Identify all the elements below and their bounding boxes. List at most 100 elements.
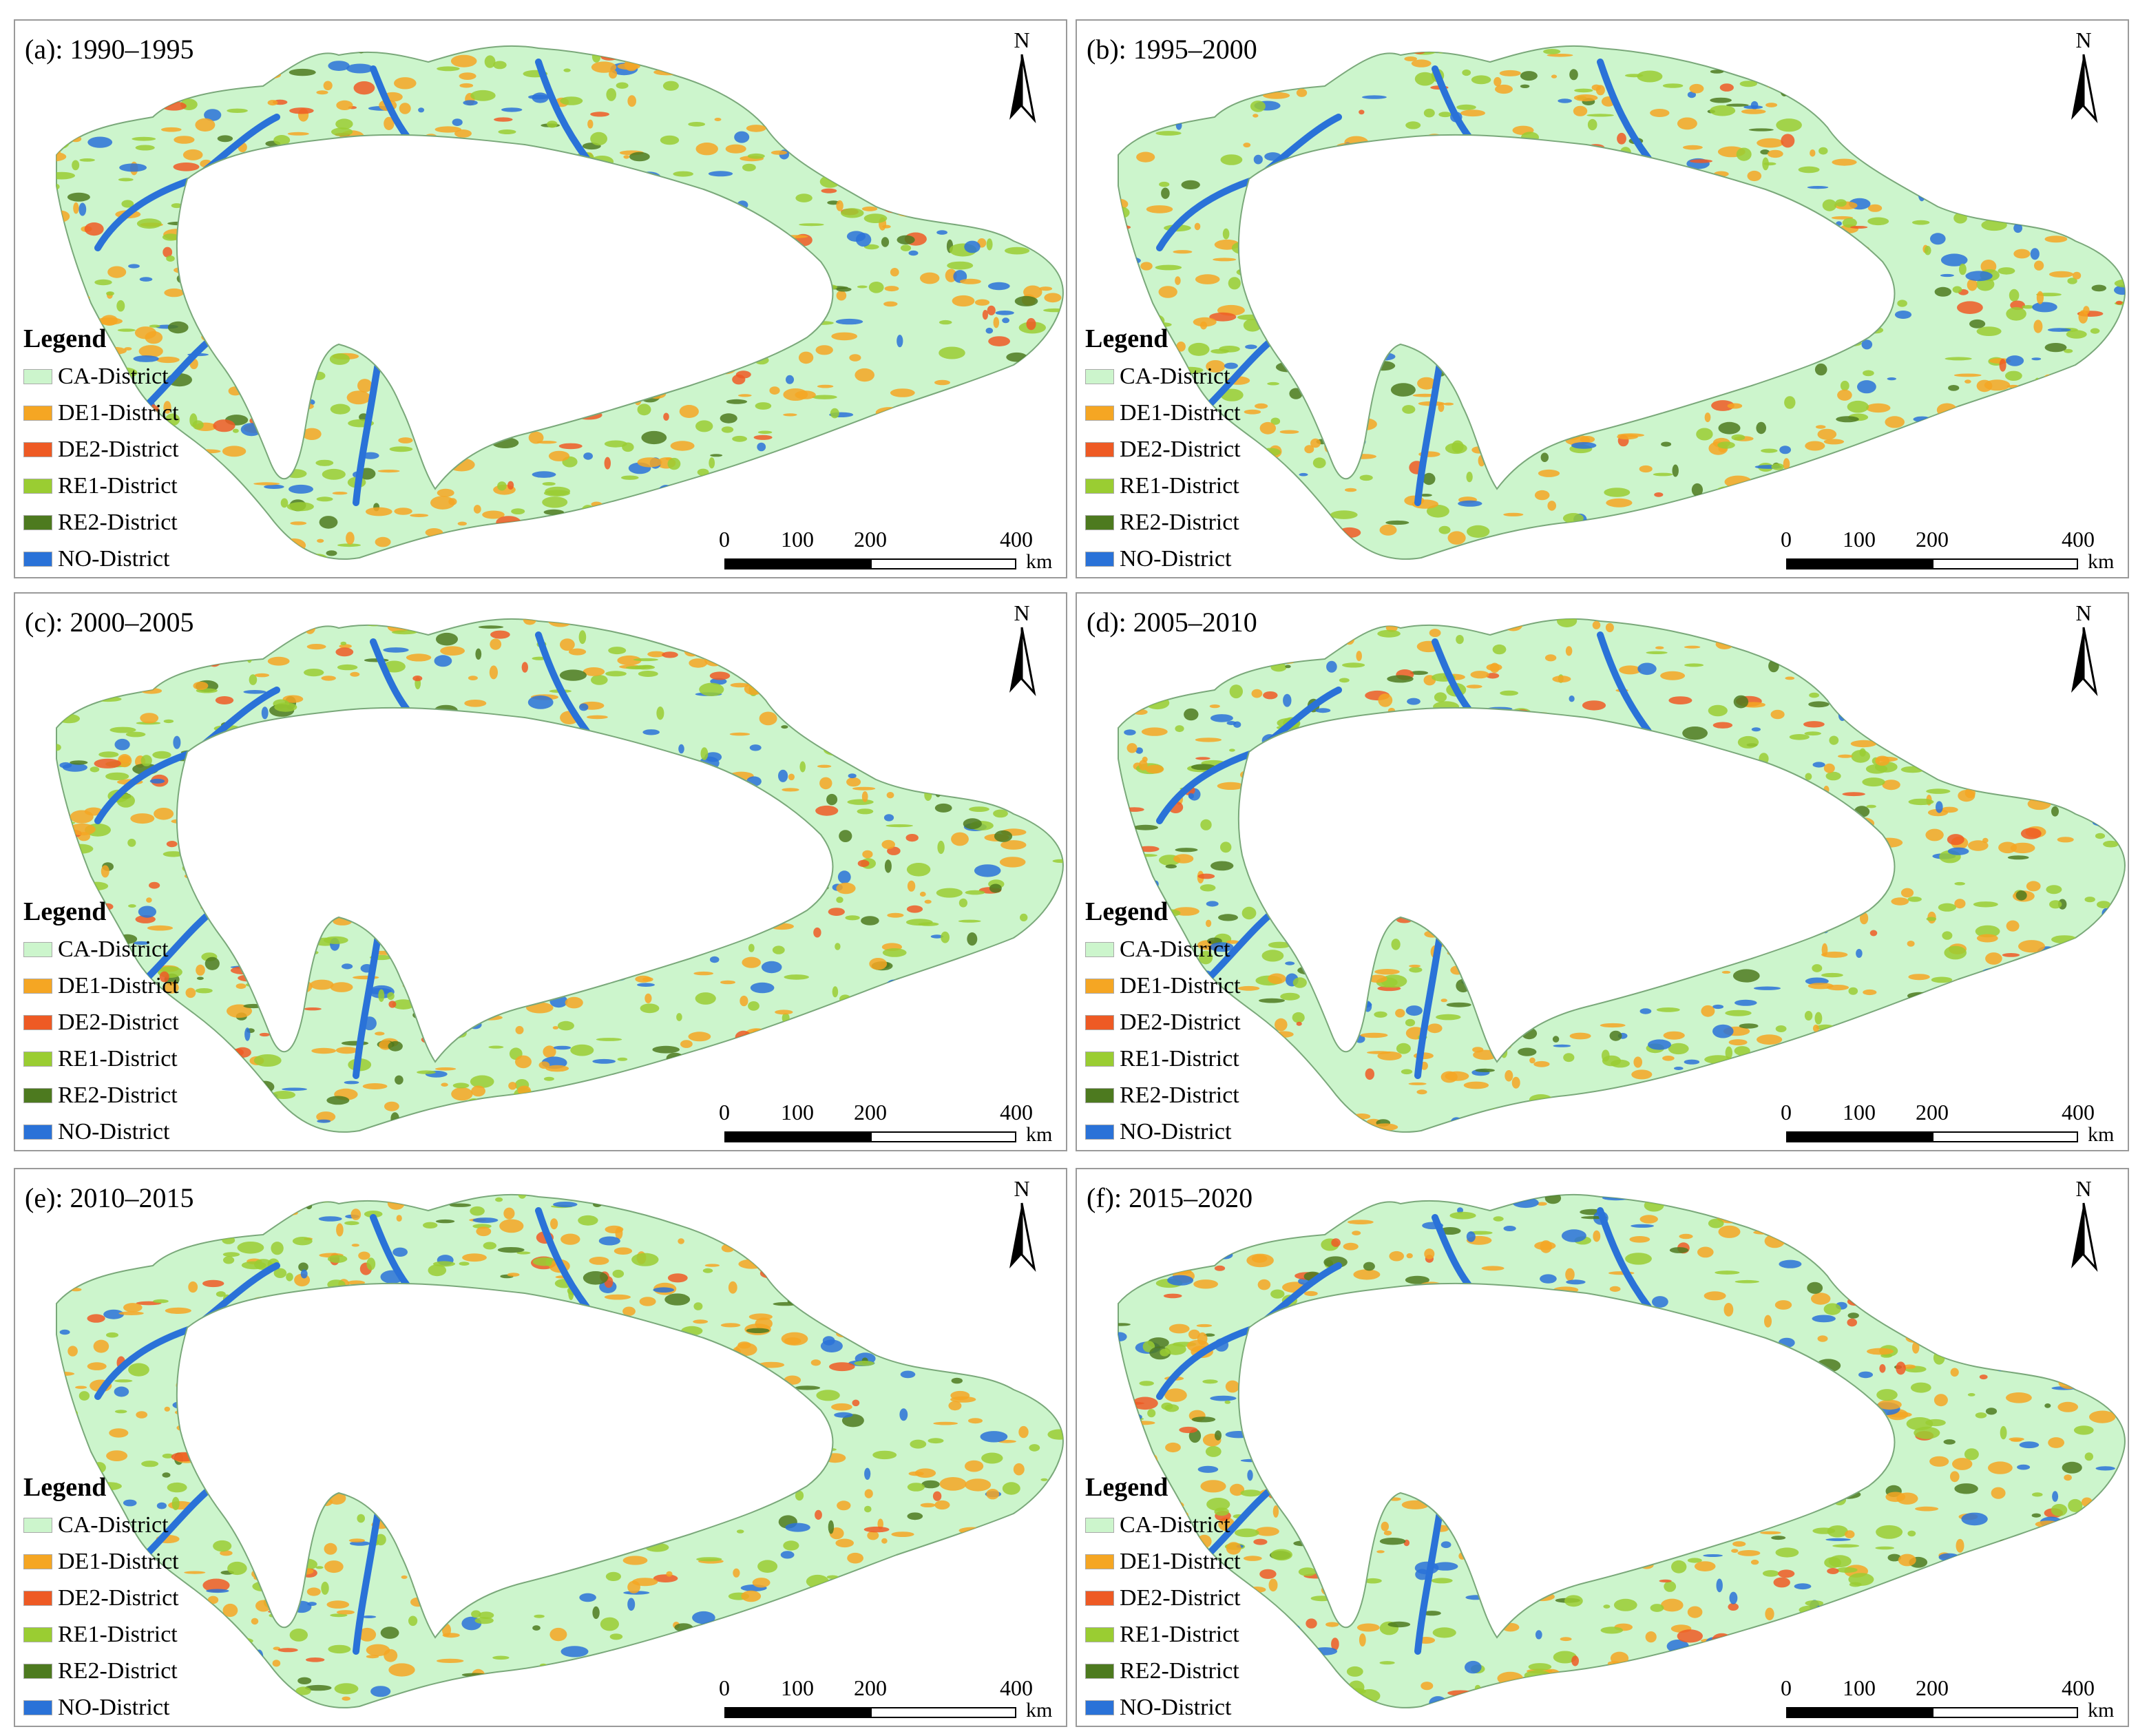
district-patch xyxy=(1869,700,1880,709)
district-patch xyxy=(1926,917,1936,921)
district-patch xyxy=(1035,1340,1045,1344)
district-patch xyxy=(2015,1603,2032,1609)
district-patch xyxy=(507,481,514,490)
district-patch xyxy=(905,438,924,448)
legend-label: RE1-District xyxy=(58,1045,178,1071)
district-patch xyxy=(2065,390,2073,404)
district-patch xyxy=(968,1418,983,1424)
district-patch xyxy=(1779,446,1791,454)
district-patch xyxy=(700,747,709,760)
district-patch xyxy=(249,1707,264,1708)
district-patch xyxy=(332,492,348,495)
scale-tick: 400 xyxy=(1000,1100,1033,1125)
district-patch xyxy=(818,1206,839,1213)
district-patch xyxy=(1968,706,1981,718)
district-patch xyxy=(389,446,413,452)
district-patch xyxy=(936,1090,963,1100)
district-patch xyxy=(1889,117,1905,125)
district-patch xyxy=(2117,910,2124,920)
district-patch xyxy=(631,1253,659,1266)
district-patch xyxy=(1979,136,1998,147)
district-patch xyxy=(642,729,660,735)
district-patch xyxy=(149,324,160,328)
district-patch xyxy=(1017,955,1025,968)
district-patch xyxy=(965,890,985,895)
district-patch xyxy=(272,1708,283,1713)
district-patch xyxy=(1255,1527,1279,1536)
district-patch xyxy=(2046,885,2062,895)
district-patch xyxy=(543,1076,554,1081)
district-patch xyxy=(1748,128,1774,132)
district-patch xyxy=(928,421,948,428)
district-patch xyxy=(2052,209,2066,220)
scale-tick: 100 xyxy=(1843,1100,1876,1125)
district-patch xyxy=(1451,440,1464,453)
district-patch xyxy=(1214,1265,1226,1271)
district-patch xyxy=(1999,359,2006,372)
legend-swatch xyxy=(23,1517,52,1533)
district-patch xyxy=(915,514,941,523)
district-patch xyxy=(434,655,452,667)
district-patch xyxy=(543,1677,571,1684)
district-patch xyxy=(1655,1091,1662,1096)
district-patch xyxy=(1056,196,1063,200)
district-patch xyxy=(833,1253,851,1258)
district-patch xyxy=(592,1606,600,1619)
district-patch xyxy=(617,655,642,666)
district-patch xyxy=(1000,733,1012,740)
district-patch xyxy=(260,71,282,79)
district-patch xyxy=(944,210,952,221)
district-patch xyxy=(1696,428,1713,441)
district-patch xyxy=(733,639,742,651)
district-patch xyxy=(740,1204,766,1218)
district-patch xyxy=(1840,380,1849,391)
district-patch xyxy=(1130,305,1146,319)
district-patch xyxy=(2040,1034,2051,1045)
district-patch xyxy=(2023,637,2045,650)
district-patch xyxy=(637,457,662,468)
district-patch xyxy=(970,979,991,987)
district-patch xyxy=(307,554,329,559)
district-patch xyxy=(1052,859,1063,864)
district-patch xyxy=(231,1638,253,1644)
district-patch xyxy=(109,726,136,733)
district-patch xyxy=(310,979,334,990)
district-patch xyxy=(450,54,477,67)
district-patch xyxy=(1191,764,1216,771)
district-patch xyxy=(186,1047,205,1054)
district-patch xyxy=(2064,135,2084,148)
legend-title: Legend xyxy=(23,897,107,926)
district-patch xyxy=(2099,1048,2112,1055)
district-patch xyxy=(748,943,755,952)
district-patch xyxy=(1837,389,1852,401)
district-patch xyxy=(2033,1231,2044,1236)
district-patch xyxy=(209,1659,219,1673)
district-patch xyxy=(1286,1101,1310,1112)
legend-item: DE1-District xyxy=(23,395,179,431)
district-patch xyxy=(1861,1032,1885,1038)
scale-bar-empty xyxy=(870,1707,1016,1718)
district-patch xyxy=(930,744,947,752)
district-patch xyxy=(289,68,316,76)
district-patch xyxy=(1834,514,1847,525)
district-patch xyxy=(831,332,858,341)
district-patch xyxy=(202,618,218,625)
district-patch xyxy=(515,1055,532,1069)
legend-swatch xyxy=(23,1700,52,1715)
district-patch xyxy=(1045,1565,1063,1571)
district-patch xyxy=(1404,56,1417,61)
district-patch xyxy=(1374,969,1400,975)
district-patch xyxy=(1299,1646,1308,1650)
district-patch xyxy=(993,809,1008,818)
district-patch xyxy=(1005,508,1020,521)
district-patch xyxy=(1903,1364,1916,1369)
district-patch xyxy=(2060,730,2084,735)
district-patch xyxy=(605,1571,622,1581)
legend-swatch xyxy=(23,1627,52,1642)
district-patch xyxy=(967,454,981,465)
scale-tick: 400 xyxy=(1000,1675,1033,1700)
district-patch xyxy=(606,88,616,101)
legend-item: RE1-District xyxy=(23,1040,179,1077)
district-patch xyxy=(753,643,768,651)
district-patch xyxy=(213,1540,232,1552)
